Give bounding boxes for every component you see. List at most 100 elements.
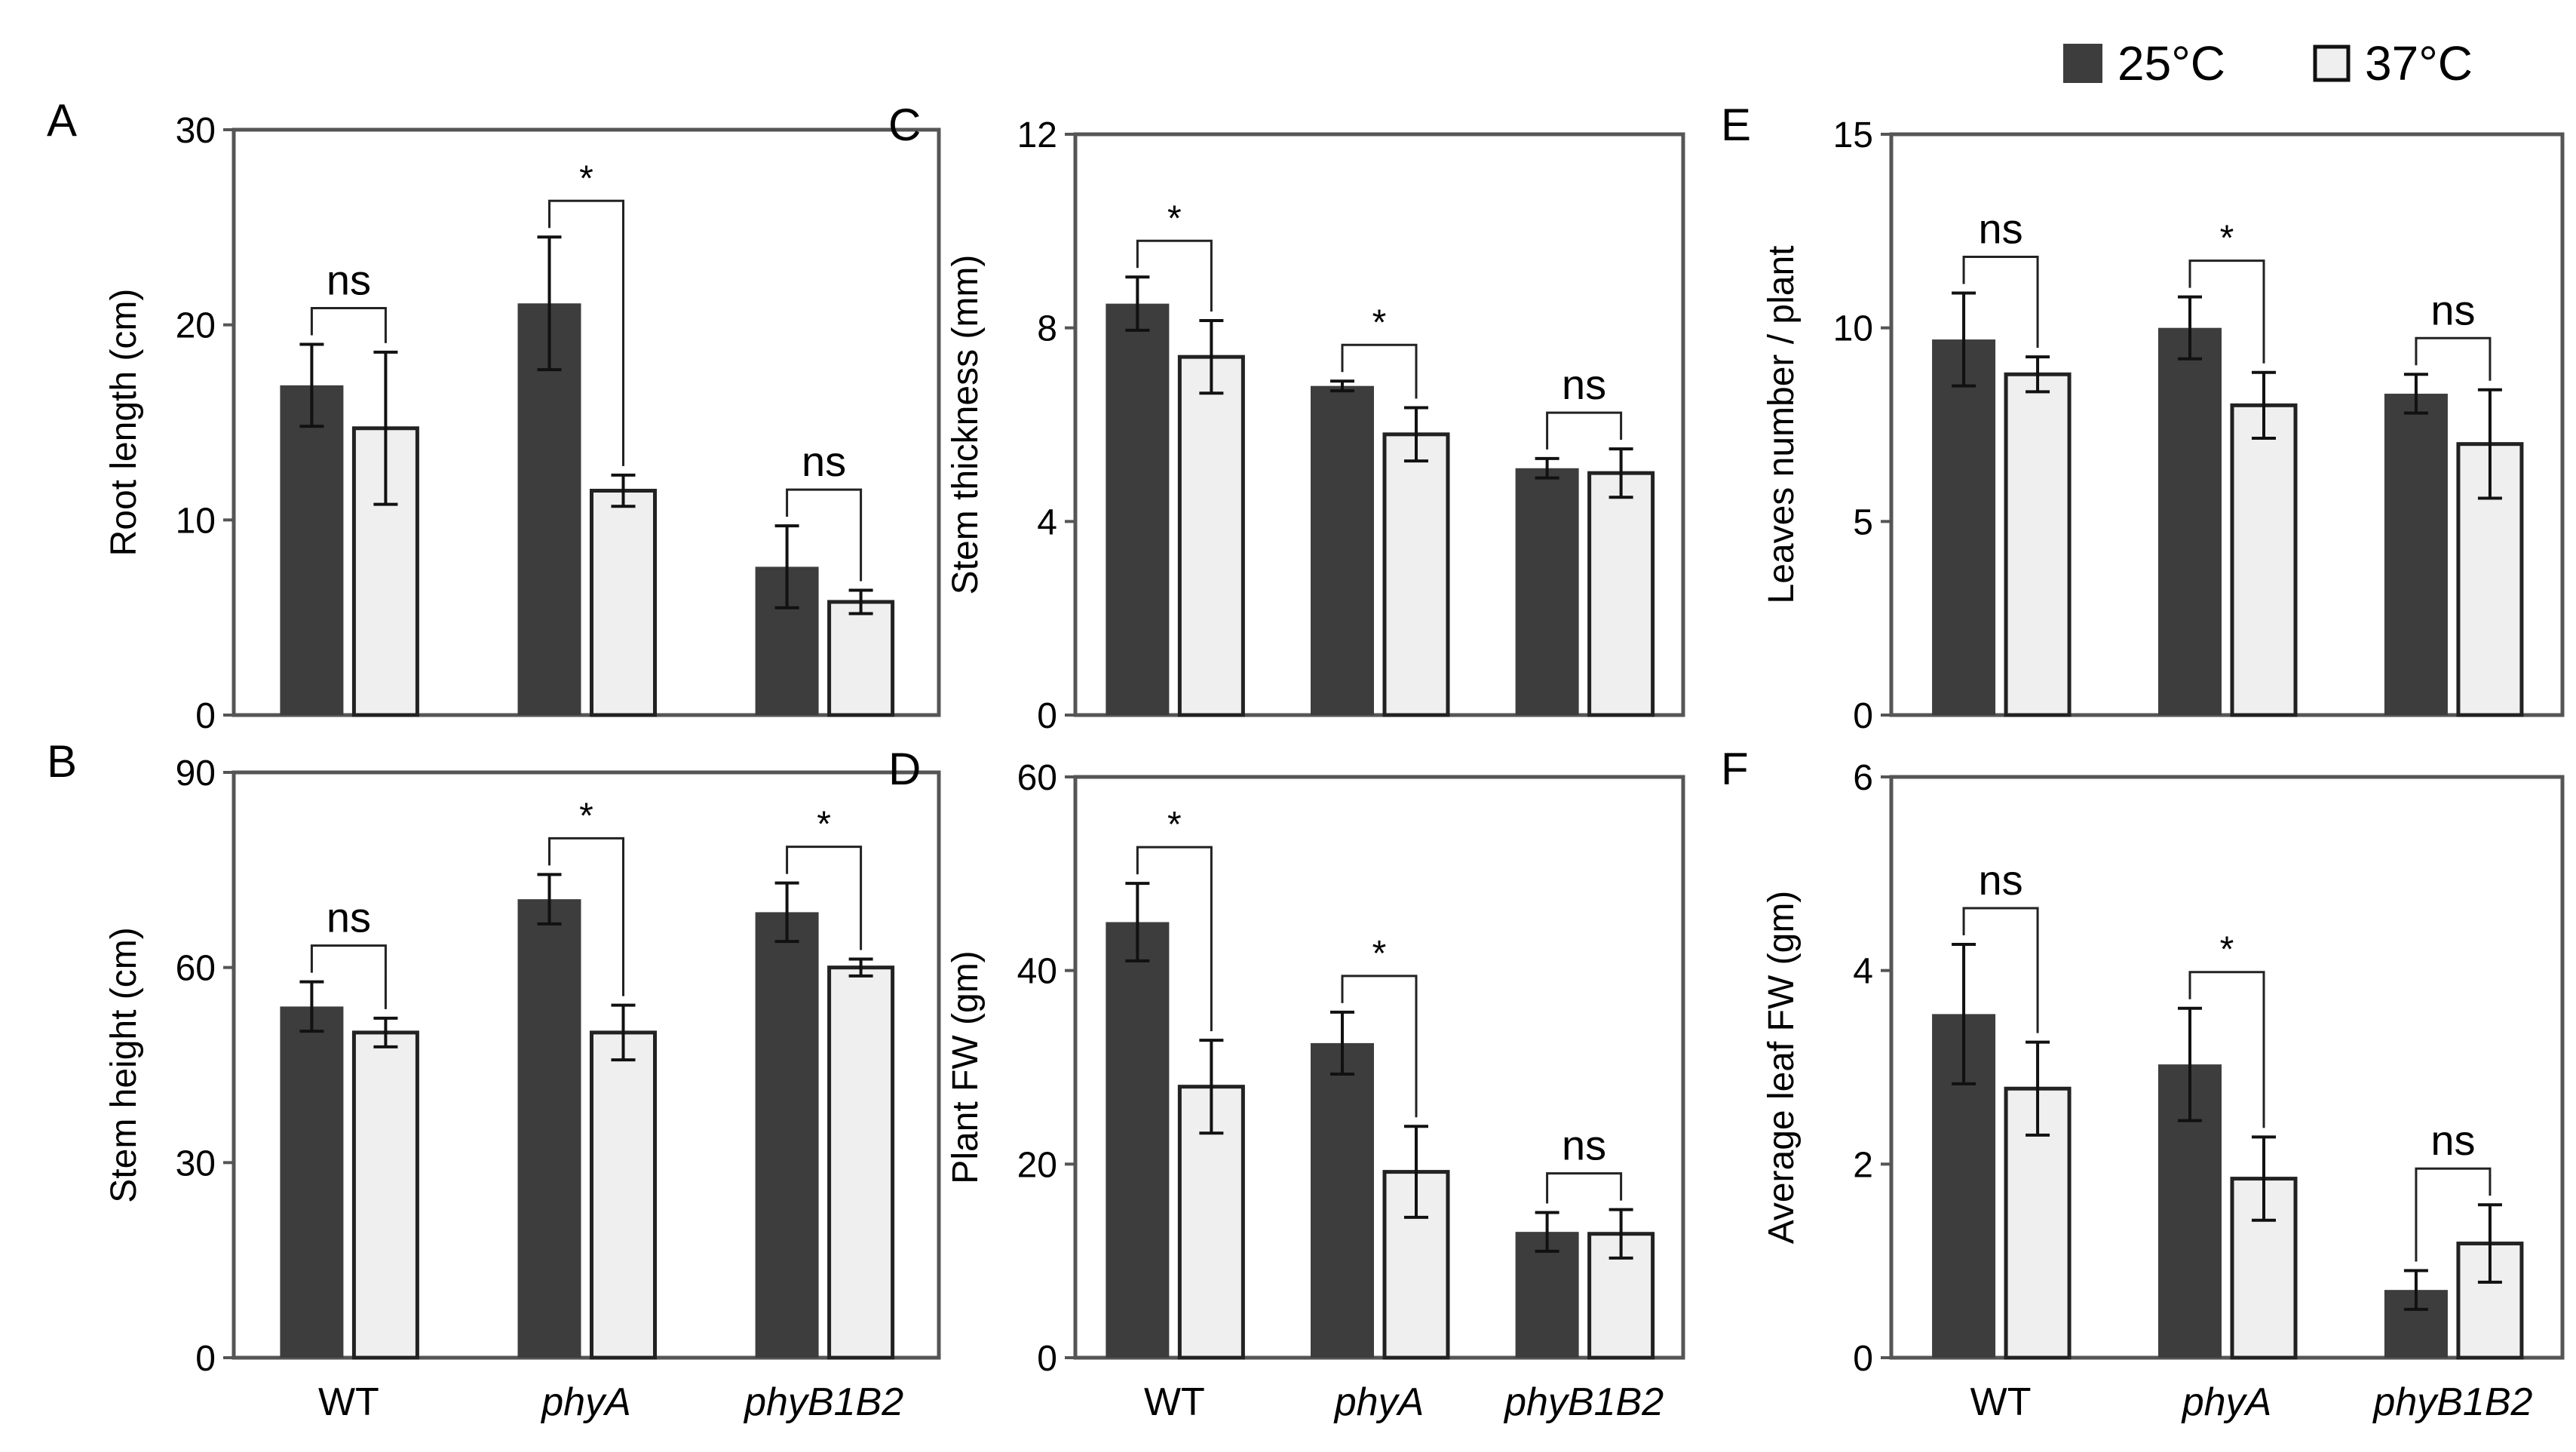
significance-bracket: [2188, 971, 2265, 1128]
y-tick-label: 20: [176, 306, 216, 346]
legend-swatch-37c: [2313, 45, 2351, 82]
significance-bracket: [1341, 343, 1418, 399]
panel-d: D 0 20 40 60 Plant FW (gm) * WT * phyA ns phyB1B2: [888, 744, 1685, 1424]
y-tick-label: 60: [1017, 758, 1057, 798]
y-tick-label: 6: [1853, 758, 1873, 798]
bar-phya-25-c: [517, 899, 581, 1358]
bar-wt-25-c: [280, 385, 344, 715]
panel-letter: C: [888, 100, 921, 150]
significance-bracket: [548, 837, 624, 996]
significance-label: *: [579, 158, 593, 198]
y-tick-label: 30: [176, 1143, 216, 1183]
bar-phya-25-c: [1311, 1042, 1374, 1358]
bar-phyb1b2-25-c: [1515, 468, 1579, 715]
bar-wt-37-c: [1177, 355, 1245, 717]
significance-bracket: [2188, 259, 2265, 364]
y-tick-label: 40: [1017, 952, 1057, 992]
bar-phyb1b2-25-c: [755, 912, 819, 1358]
y-tick-label: 0: [1853, 696, 1873, 736]
significance-bracket: [310, 944, 387, 1009]
bar-wt-25-c: [1106, 922, 1170, 1358]
legend-label-25c: 25°C: [2118, 36, 2225, 91]
bar-phya-37-c: [590, 1030, 657, 1360]
bar-phyb1b2-25-c: [1515, 1232, 1579, 1358]
plot-frame: [232, 127, 941, 717]
significance-label: *: [1372, 934, 1387, 974]
legend-label-37c: 37°C: [2365, 36, 2473, 91]
y-tick-label: 10: [176, 501, 216, 541]
panel-letter: D: [888, 744, 921, 794]
legend-swatch-25c: [2063, 44, 2102, 83]
significance-bracket: [786, 846, 863, 950]
y-tick-label: 90: [176, 754, 216, 794]
category-label-wt: WT: [1144, 1380, 1205, 1424]
significance-bracket: [1546, 1172, 1623, 1204]
significance-bracket: [2415, 1167, 2492, 1262]
significance-bracket: [1136, 239, 1213, 312]
legend: 25°C 37°C: [2063, 36, 2473, 91]
bar-wt-37-c: [351, 1030, 419, 1360]
y-axis-label: Leaves number / plant: [1762, 246, 1802, 604]
plot-frame: [1889, 775, 2565, 1360]
panel-b: B 0 30 60 90 Stem height (cm) ns WT * phyA * phyB1B…: [47, 736, 941, 1424]
y-tick-label: 12: [1017, 115, 1057, 155]
y-tick-label: 60: [176, 949, 216, 989]
y-axis-label: Plant FW (gm): [946, 950, 986, 1183]
bar-wt-37-c: [2004, 372, 2072, 717]
y-tick-label: 0: [1853, 1339, 1873, 1379]
significance-label: *: [2220, 219, 2234, 259]
bar-phya-25-c: [2158, 327, 2222, 716]
significance-label: ns: [1562, 361, 1606, 408]
y-tick-label: 0: [1037, 696, 1057, 736]
significance-bracket: [2415, 336, 2492, 381]
significance-bracket: [548, 199, 624, 466]
category-label-phyb1b2: phyB1B2: [743, 1380, 903, 1424]
significance-bracket: [786, 488, 863, 582]
significance-bracket: [1136, 846, 1213, 1032]
bar-wt-25-c: [1106, 303, 1170, 715]
bar-phyb1b2-37-c: [827, 965, 895, 1360]
y-tick-label: 15: [1833, 115, 1873, 155]
significance-bracket: [1341, 975, 1418, 1118]
plot-frame: [232, 770, 941, 1360]
category-label-phya: phyA: [2181, 1380, 2272, 1424]
y-tick-label: 8: [1037, 309, 1057, 349]
bar-phya-25-c: [1311, 385, 1374, 715]
y-tick-label: 10: [1833, 309, 1873, 349]
significance-bracket: [1546, 411, 1623, 450]
significance-label: *: [817, 805, 831, 845]
significance-bracket: [1962, 255, 2039, 348]
y-axis-label: Average leaf FW (gm): [1762, 891, 1802, 1245]
significance-label: *: [1167, 198, 1182, 238]
category-label-phyb1b2: phyB1B2: [2372, 1380, 2532, 1424]
category-label-phya: phyA: [540, 1380, 631, 1424]
panel-letter: F: [1721, 744, 1749, 794]
significance-label: ns: [327, 256, 371, 304]
significance-label: *: [579, 796, 593, 836]
y-tick-label: 5: [1853, 502, 1873, 542]
category-label-phya: phyA: [1333, 1380, 1424, 1424]
category-label-wt: WT: [318, 1380, 379, 1424]
panel-a: A 0 10 20 30 Root length (cm) ns * ns: [47, 95, 941, 736]
bar-phyb1b2-37-c: [827, 600, 895, 717]
category-label-wt: WT: [1970, 1380, 2032, 1424]
y-tick-label: 0: [1037, 1339, 1057, 1379]
y-axis-label: Stem thickness (mm): [946, 255, 986, 595]
significance-label: *: [2220, 930, 2234, 970]
y-tick-label: 30: [176, 111, 216, 151]
significance-label: ns: [2430, 286, 2475, 333]
bar-phya-37-c: [590, 489, 657, 717]
bar-phya-37-c: [1382, 432, 1450, 717]
y-axis-label: Stem height (cm): [104, 927, 144, 1202]
plot-frame: [1073, 132, 1685, 717]
significance-label: ns: [1978, 856, 2022, 904]
bar-phyb1b2-37-c: [1587, 471, 1655, 717]
significance-label: *: [1372, 302, 1387, 342]
bar-wt-25-c: [1932, 339, 1996, 715]
panel-c: C 0 4 8 12 Stem thickness (mm) * * ns: [888, 100, 1685, 736]
panel-letter: E: [1721, 100, 1751, 150]
bar-phyb1b2-37-c: [2456, 442, 2524, 717]
bar-phyb1b2-25-c: [2384, 393, 2448, 715]
bar-wt-25-c: [280, 1006, 344, 1358]
